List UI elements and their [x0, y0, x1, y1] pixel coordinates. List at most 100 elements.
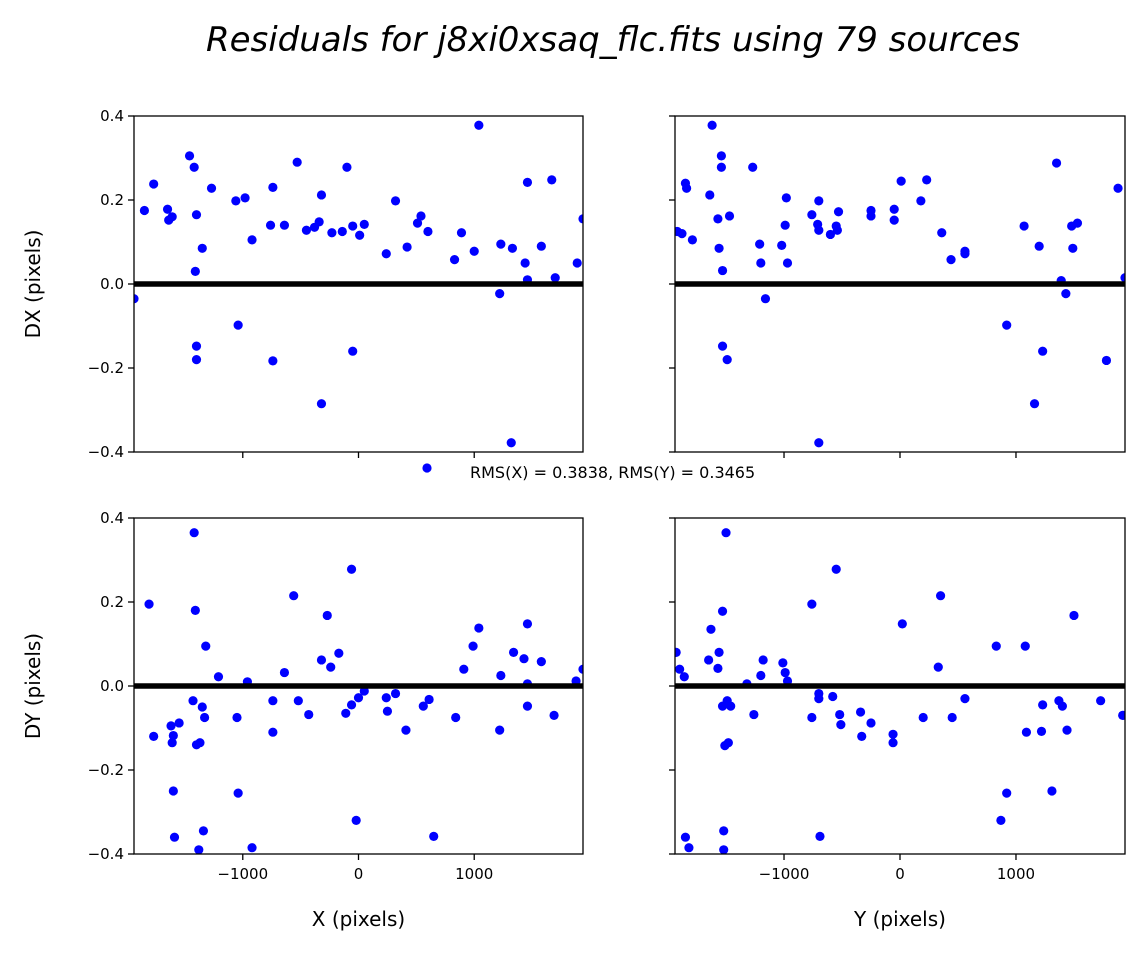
data-point	[316, 190, 327, 200]
data-point	[191, 341, 202, 351]
data-point	[231, 196, 241, 206]
data-point	[174, 718, 184, 728]
data-point	[815, 831, 825, 841]
data-point	[168, 730, 178, 741]
data-point	[726, 701, 736, 711]
data-point	[232, 712, 242, 723]
data-point	[831, 564, 841, 574]
data-point	[704, 655, 714, 665]
data-point	[198, 826, 209, 836]
data-point	[675, 647, 681, 657]
data-point	[337, 226, 347, 237]
data-point	[304, 709, 314, 720]
data-point	[719, 826, 729, 836]
data-point	[292, 157, 302, 167]
data-point	[519, 654, 529, 664]
data-point	[1120, 273, 1125, 283]
data-point	[469, 246, 479, 256]
data-point	[507, 243, 518, 253]
data-point	[755, 239, 765, 249]
data-point	[418, 701, 428, 711]
data-point	[835, 709, 845, 720]
data-point	[1038, 700, 1048, 710]
data-point	[578, 664, 583, 674]
data-point	[1062, 725, 1072, 735]
data-point	[206, 183, 217, 193]
data-point	[1061, 289, 1071, 299]
data-point	[474, 623, 484, 633]
data-point	[782, 258, 793, 268]
panel-dy-vs-x: −0.4 −0.2 0.0 0.2 0.4 −1000 0 1000 DY (pixels) X …	[21, 509, 584, 931]
x-tick-label: 0	[354, 865, 364, 883]
data-point	[322, 610, 332, 621]
data-point	[717, 341, 728, 351]
data-point	[749, 709, 759, 720]
data-point	[522, 177, 533, 187]
data-point	[522, 619, 533, 629]
data-point	[495, 289, 505, 299]
data-point	[268, 182, 278, 192]
data-point	[459, 664, 469, 674]
data-point	[866, 718, 876, 728]
data-point	[1029, 399, 1040, 409]
y-axis-label: DY (pixels)	[21, 633, 45, 739]
data-point	[162, 204, 173, 214]
x-axis-label: Y (pixels)	[853, 907, 946, 931]
data-point	[1019, 221, 1029, 231]
data-point	[1069, 610, 1079, 621]
scatter-points	[134, 120, 583, 448]
data-point	[724, 211, 735, 221]
data-point	[536, 241, 546, 251]
data-point	[496, 239, 506, 249]
data-point	[184, 151, 195, 161]
data-point	[946, 255, 956, 265]
data-point	[719, 845, 729, 854]
data-point	[149, 179, 159, 189]
data-point	[359, 219, 369, 229]
data-point	[714, 647, 724, 658]
data-point	[857, 731, 867, 742]
data-point	[1047, 786, 1057, 796]
data-point	[807, 599, 817, 609]
data-point	[814, 196, 824, 206]
data-point	[189, 528, 199, 538]
data-point	[723, 738, 733, 748]
data-point	[705, 190, 715, 200]
data-point	[889, 215, 899, 225]
scatter-points	[144, 528, 583, 854]
data-point	[240, 193, 250, 203]
data-point	[1002, 788, 1012, 798]
data-point	[832, 225, 842, 235]
data-point	[355, 230, 365, 240]
data-point	[268, 696, 278, 706]
y-tick-label: 0.2	[100, 593, 124, 611]
data-point	[947, 712, 957, 723]
legend-label: RMS(X) = 0.3838, RMS(Y) = 0.3465	[470, 463, 755, 482]
y-tick-label: 0.4	[100, 509, 124, 527]
data-point	[684, 843, 694, 853]
data-point	[677, 229, 687, 239]
data-point	[402, 242, 412, 252]
data-point	[197, 243, 207, 253]
data-point	[549, 710, 559, 721]
data-point	[495, 725, 505, 735]
data-point	[758, 655, 768, 665]
data-point	[721, 528, 731, 538]
data-point	[706, 624, 716, 634]
data-point	[748, 162, 758, 172]
data-point	[922, 175, 932, 185]
data-point	[807, 712, 817, 723]
data-point	[188, 696, 198, 706]
data-point	[828, 691, 838, 702]
data-point	[346, 564, 357, 574]
data-point	[781, 193, 791, 203]
data-point	[916, 196, 926, 206]
data-point	[167, 738, 177, 748]
data-point	[293, 696, 303, 706]
data-point	[888, 738, 898, 748]
data-point	[265, 220, 276, 230]
data-point	[680, 832, 691, 842]
data-point	[814, 438, 824, 448]
data-point	[522, 701, 533, 711]
